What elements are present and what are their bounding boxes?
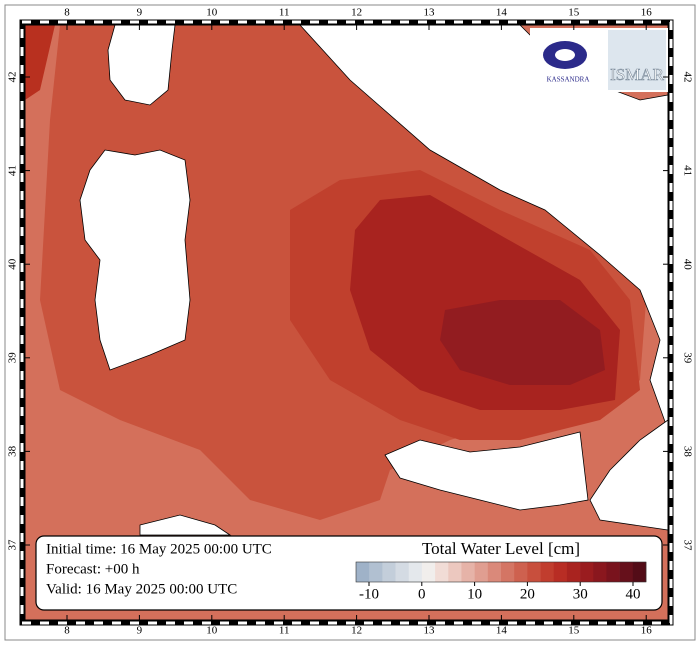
logo-left-text: KASSANDRA bbox=[547, 76, 590, 84]
colorbar-swatch bbox=[448, 562, 462, 582]
corsica bbox=[107, 24, 176, 106]
colorbar: -10 0 10 20 30 40 bbox=[355, 561, 647, 602]
colorbar-tick-label: 0 bbox=[418, 586, 426, 602]
colorbar-swatch bbox=[487, 562, 502, 582]
outer-frame bbox=[4, 4, 696, 641]
lon-label-bottom: 10 bbox=[206, 625, 218, 637]
axes: 8 8 9 9 10 10 11 11 12 12 13 13 14 14 15 15 16 16 37 37 38 38… bbox=[7, 7, 694, 637]
colorbar-swatch bbox=[369, 562, 383, 582]
colorbar-swatch bbox=[632, 562, 647, 582]
colorbar-swatch bbox=[382, 562, 396, 582]
colorbar-swatch bbox=[474, 562, 489, 582]
colorbar-swatch bbox=[514, 562, 528, 582]
lon-label-bottom: 13 bbox=[424, 625, 436, 637]
colorbar-swatch bbox=[619, 562, 634, 582]
lat-label-left: 41 bbox=[7, 165, 19, 176]
colorbar-swatch bbox=[527, 562, 541, 582]
land bbox=[79, 24, 669, 536]
colorbar-swatch bbox=[408, 562, 423, 582]
lat-label-right: 42 bbox=[681, 72, 693, 83]
lat-label-left: 40 bbox=[7, 258, 19, 270]
frame-dashes bbox=[20, 20, 673, 625]
logo-right-bg bbox=[608, 30, 666, 90]
lon-label-top: 12 bbox=[351, 7, 362, 19]
colorbar-swatch bbox=[580, 562, 594, 582]
colorbar-swatch bbox=[356, 562, 370, 582]
valid-time: Valid: 16 May 2025 00:00 UTC bbox=[46, 581, 237, 597]
colorbar-swatch bbox=[540, 562, 555, 582]
lon-label-top: 15 bbox=[568, 7, 580, 19]
initial-time: Initial time: 16 May 2025 00:00 UTC bbox=[46, 541, 272, 557]
colorbar-swatch bbox=[553, 562, 568, 582]
sea-dark-corner bbox=[25, 25, 55, 100]
lat-label-right: 40 bbox=[681, 259, 693, 271]
lon-label-top: 9 bbox=[137, 7, 143, 19]
colorbar-swatch bbox=[593, 562, 607, 582]
lat-label-right: 37 bbox=[681, 540, 693, 552]
lon-label-top: 13 bbox=[424, 7, 436, 19]
colorbar-swatch bbox=[435, 562, 449, 582]
colorbar-tick-label: -10 bbox=[359, 586, 379, 602]
lon-label-top: 10 bbox=[206, 7, 218, 19]
colorbar-swatch bbox=[566, 562, 581, 582]
logos: KASSANDRA ISMAR bbox=[530, 28, 668, 92]
lat-label-right: 38 bbox=[681, 446, 693, 458]
lon-label-top: 14 bbox=[496, 7, 508, 19]
colorbar-tick-label: 20 bbox=[520, 586, 535, 602]
forecast: Forecast: +00 h bbox=[46, 561, 140, 577]
lon-label-bottom: 9 bbox=[137, 625, 143, 637]
sea-highest bbox=[440, 300, 605, 385]
colorbar-swatch bbox=[395, 562, 410, 582]
lat-label-left: 38 bbox=[7, 445, 19, 457]
info-panel bbox=[35, 535, 663, 611]
lon-label-bottom: 12 bbox=[351, 625, 362, 637]
lon-label-bottom: 15 bbox=[568, 625, 580, 637]
map-border bbox=[24, 24, 669, 621]
lat-label-left: 37 bbox=[7, 539, 19, 551]
sicily bbox=[384, 431, 589, 511]
lon-label-top: 8 bbox=[64, 7, 70, 19]
lat-label-left: 39 bbox=[7, 352, 19, 364]
colorbar-swatch bbox=[421, 562, 436, 582]
lat-label-right: 39 bbox=[681, 352, 693, 364]
lon-label-bottom: 14 bbox=[496, 625, 508, 637]
colorbar-tick-label: 40 bbox=[626, 586, 641, 602]
info-box: Initial time: 16 May 2025 00:00 UTC Fore… bbox=[35, 535, 663, 611]
sardinia bbox=[79, 149, 191, 371]
lat-label-right: 41 bbox=[681, 165, 693, 176]
logo-left-eye bbox=[555, 49, 575, 61]
colorbar-border bbox=[355, 561, 647, 583]
colorbar-swatch bbox=[606, 562, 620, 582]
africa-tip bbox=[139, 514, 232, 536]
lon-label-bottom: 8 bbox=[64, 625, 70, 637]
lon-label-bottom: 16 bbox=[641, 625, 653, 637]
colorbar-tick-label: 10 bbox=[467, 586, 482, 602]
lon-label-top: 16 bbox=[641, 7, 653, 19]
colorbar-title: Total Water Level [cm] bbox=[422, 539, 580, 558]
colorbar-swatch bbox=[461, 562, 475, 582]
lon-label-bottom: 11 bbox=[279, 625, 290, 637]
logo-right-text: ISMAR bbox=[610, 65, 665, 84]
colorbar-tick-label: 30 bbox=[573, 586, 588, 602]
colorbar-swatch bbox=[501, 562, 515, 582]
lat-label-left: 42 bbox=[7, 72, 19, 83]
lon-label-top: 11 bbox=[279, 7, 290, 19]
